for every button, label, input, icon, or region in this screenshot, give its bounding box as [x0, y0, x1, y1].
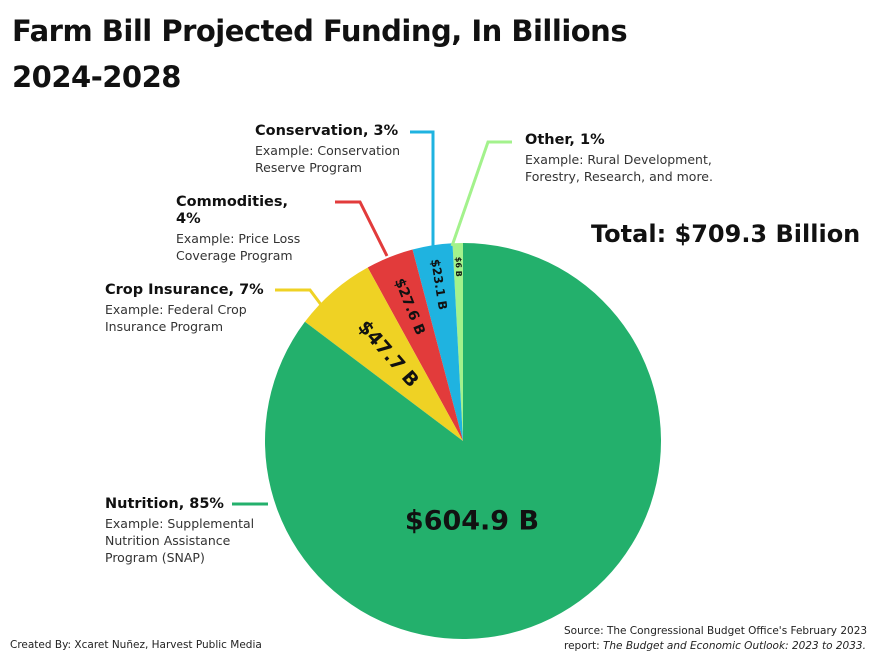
- chart-title: Farm Bill Projected Funding, In Billions: [12, 14, 628, 48]
- example-conservation: Example: Conservation Reserve Program: [255, 143, 401, 175]
- label-crop-insurance: Crop Insurance, 7%: [105, 282, 264, 298]
- label-other: Other, 1%: [525, 132, 605, 148]
- label-conservation: Conservation, 3%: [255, 123, 399, 139]
- slice-crop-insurance: [304, 267, 463, 441]
- slice-commodities: [367, 249, 463, 441]
- example-crop-insurance: Example: Federal Crop Insurance Program: [105, 302, 247, 334]
- label-commodities: Commodities, 4%: [176, 194, 289, 227]
- total-label: Total: $709.3 Billion: [591, 220, 861, 248]
- slice-conservation: [412, 243, 463, 441]
- annotation-other: Other, 1% Example: Rural Development, For…: [525, 132, 725, 185]
- slice-nutrition: [265, 243, 662, 639]
- annotation-commodities: Commodities, 4% Example: Price Loss Cover…: [176, 194, 316, 264]
- leader-other: [450, 140, 512, 247]
- example-commodities: Example: Price Loss Coverage Program: [176, 231, 301, 263]
- source-prefix: Source: The Congressional Budget Office'…: [564, 625, 868, 652]
- annotation-nutrition: Nutrition, 85% Example: Supplemental Nutr…: [105, 496, 265, 566]
- credit: Created By: Xcaret Nuñez, Harvest Public…: [10, 639, 262, 651]
- slice-other: [452, 243, 463, 441]
- value-label-nutrition: $604.9 B: [405, 506, 539, 537]
- chart-subtitle: 2024-2028: [12, 60, 181, 94]
- label-nutrition: Nutrition, 85%: [105, 496, 224, 512]
- leader-crop-insurance: [275, 288, 324, 307]
- value-label-other: $6 B: [454, 257, 464, 277]
- leader-commodities: [335, 200, 389, 257]
- example-other: Example: Rural Development, Forestry, Re…: [525, 152, 713, 184]
- source-note: Source: The Congressional Budget Office'…: [564, 624, 874, 654]
- source-title: The Budget and Economic Outlook: 2023 to…: [602, 640, 866, 652]
- annotation-crop-insurance: Crop Insurance, 7% Example: Federal Crop …: [105, 282, 265, 335]
- leader-conservation: [410, 130, 435, 247]
- annotation-conservation: Conservation, 3% Example: Conservation Re…: [255, 123, 415, 176]
- example-nutrition: Example: Supplemental Nutrition Assistan…: [105, 516, 255, 565]
